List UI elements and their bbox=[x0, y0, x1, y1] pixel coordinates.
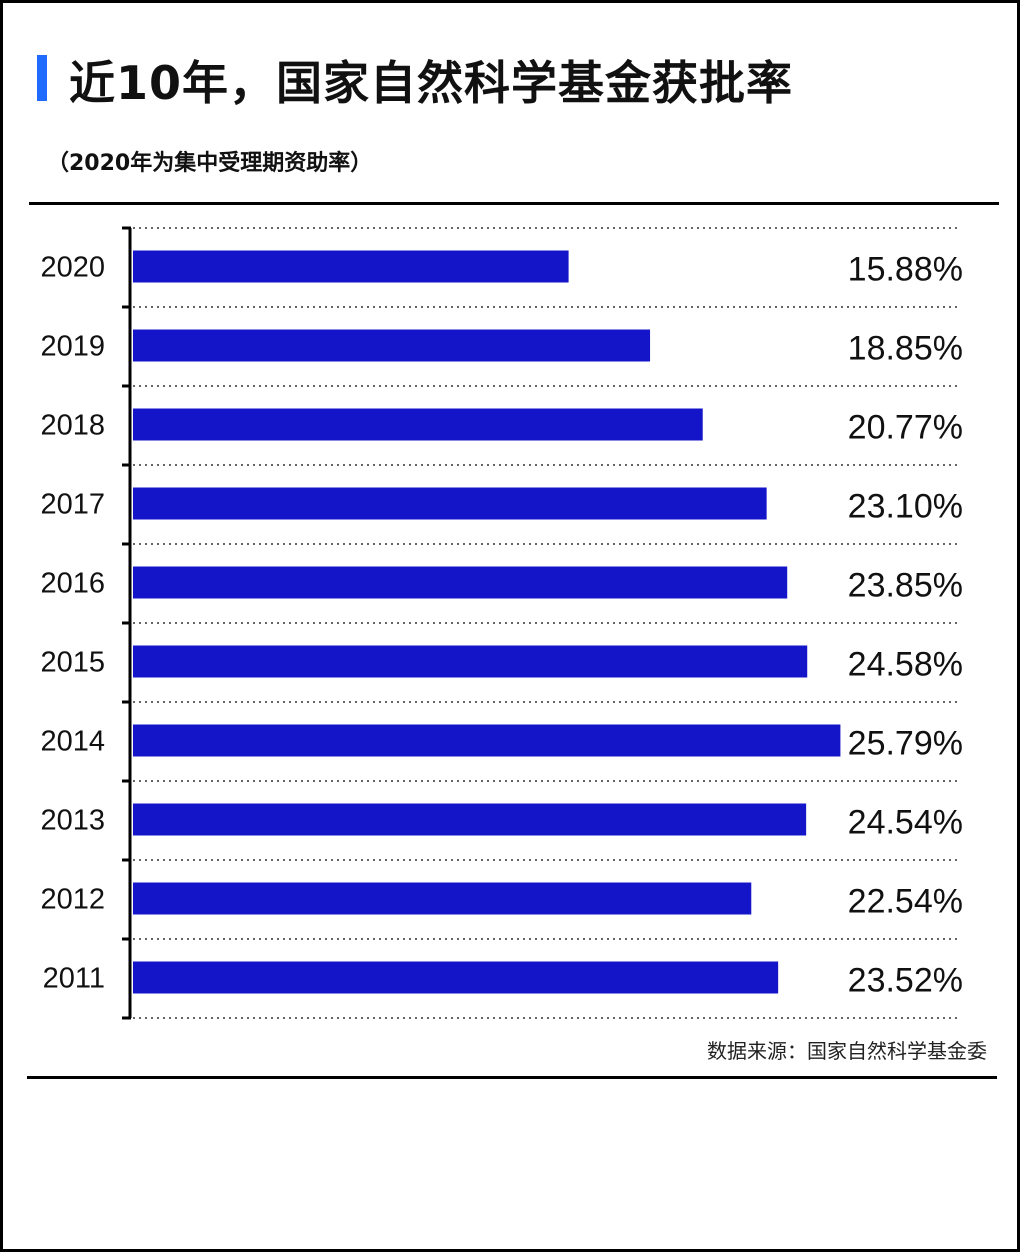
value-label-2020: 15.88% bbox=[848, 251, 963, 289]
year-label-2018: 2018 bbox=[40, 410, 105, 442]
bar-2012 bbox=[133, 882, 752, 915]
year-label-2014: 2014 bbox=[40, 726, 105, 758]
y-axis bbox=[122, 226, 132, 1020]
value-label-2017: 23.10% bbox=[848, 488, 963, 526]
chart-subtitle: （2020年为集中受理期资助率） bbox=[47, 151, 373, 176]
chart-title: 近10年，国家自然科学基金获批率 bbox=[69, 56, 794, 110]
bar-2020 bbox=[133, 250, 569, 283]
year-label-2011: 2011 bbox=[43, 963, 105, 995]
year-label-2016: 2016 bbox=[40, 568, 105, 600]
value-label-2011: 23.52% bbox=[848, 962, 963, 1000]
data-source-note: 数据来源：国家自然科学基金委 bbox=[707, 1039, 987, 1063]
bar-2016 bbox=[133, 566, 788, 599]
value-label-2014: 25.79% bbox=[848, 725, 963, 763]
value-label-2018: 20.77% bbox=[848, 409, 963, 447]
year-label-2019: 2019 bbox=[40, 331, 105, 363]
value-label-2019: 18.85% bbox=[848, 330, 963, 368]
bar-2018 bbox=[133, 408, 703, 441]
labels: 2020 15.88% 2019 18.85% 2018 20.77% 2017 23.10%… bbox=[40, 251, 963, 1000]
bar-chart: 2020 15.88% 2019 18.85% 2018 20.77% 2017 23.10%… bbox=[40, 226, 963, 1020]
year-label-2017: 2017 bbox=[40, 489, 105, 521]
bar-2017 bbox=[133, 487, 767, 520]
value-label-2013: 24.54% bbox=[848, 804, 963, 842]
value-label-2012: 22.54% bbox=[848, 883, 963, 921]
title-accent-bar bbox=[37, 55, 47, 101]
value-label-2015: 24.58% bbox=[848, 646, 963, 684]
top-rule bbox=[29, 202, 999, 205]
value-label-2016: 23.85% bbox=[848, 567, 963, 605]
year-label-2015: 2015 bbox=[40, 647, 105, 679]
bar-2013 bbox=[133, 803, 807, 836]
year-label-2013: 2013 bbox=[40, 805, 105, 837]
year-label-2020: 2020 bbox=[40, 252, 105, 284]
year-label-2012: 2012 bbox=[40, 884, 105, 916]
bar-2015 bbox=[133, 645, 808, 678]
bar-2019 bbox=[133, 329, 651, 362]
bottom-rule bbox=[27, 1076, 997, 1079]
bar-2011 bbox=[133, 961, 779, 994]
bar-2014 bbox=[133, 724, 841, 757]
bars bbox=[133, 250, 841, 994]
